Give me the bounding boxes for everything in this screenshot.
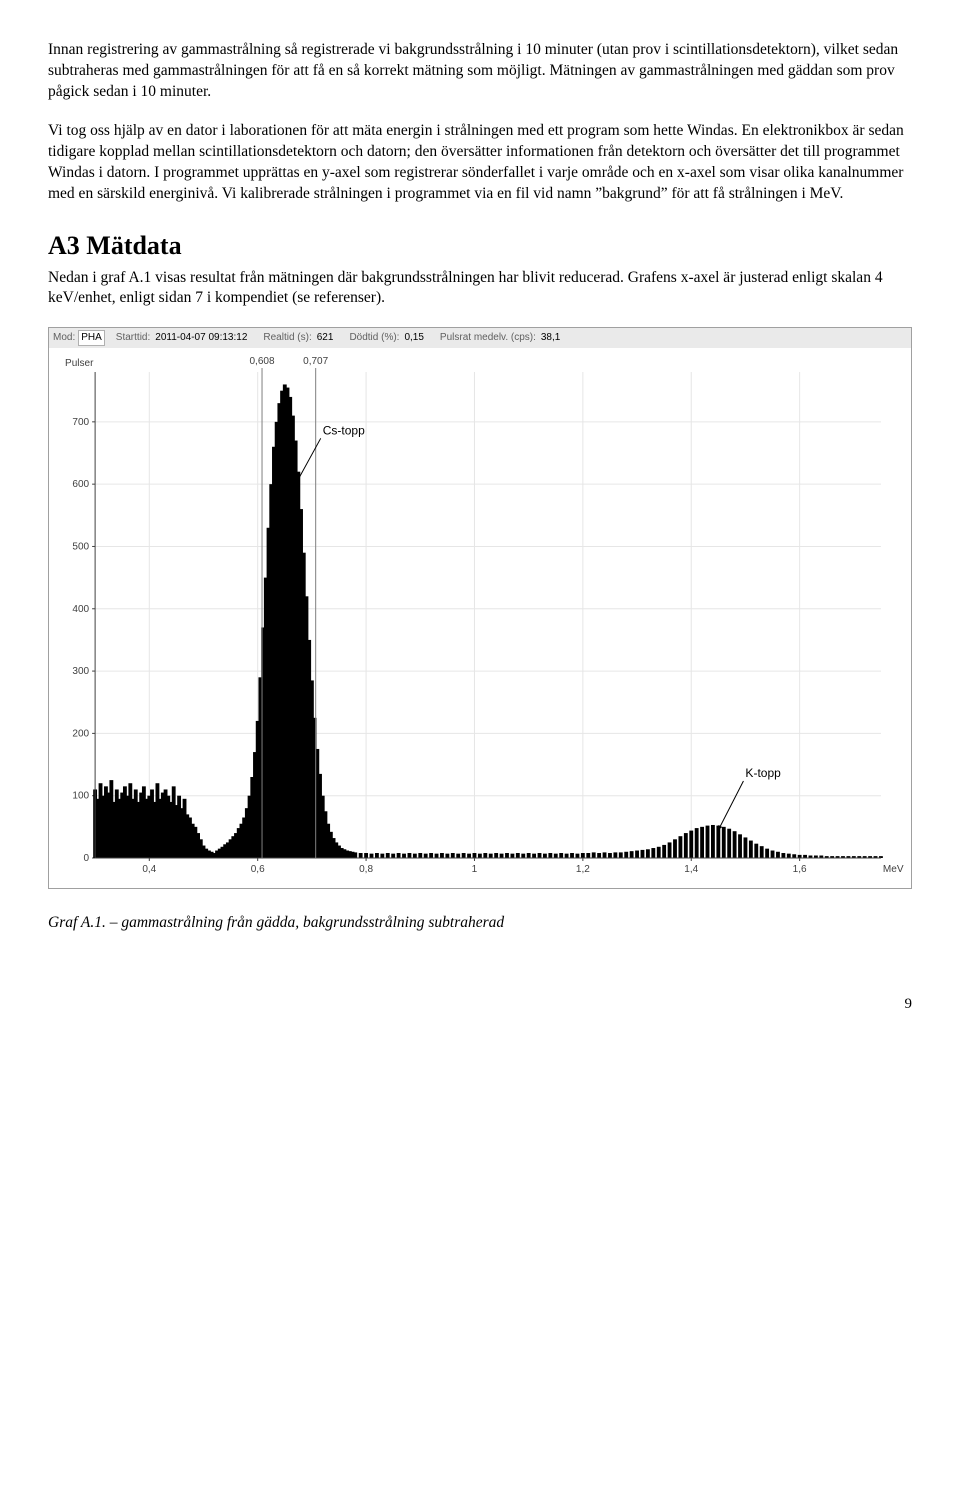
chart-status-bar: Mod: PHA Starttid: 2011-04-07 09:13:12 R… <box>49 328 911 348</box>
svg-text:MeV: MeV <box>883 864 904 875</box>
svg-text:300: 300 <box>72 666 89 677</box>
svg-text:500: 500 <box>72 541 89 552</box>
pulsrat-label: Pulsrat medelv. (cps): <box>440 331 536 345</box>
paragraph-1: Innan registrering av gammastrålning så … <box>48 40 912 103</box>
heading-a3: A3 Mätdata <box>48 228 912 263</box>
spectrum-chart-container: Mod: PHA Starttid: 2011-04-07 09:13:12 R… <box>48 327 912 889</box>
dodtid-label: Dödtid (%): <box>349 331 399 345</box>
chart-caption: Graf A.1. – gammastrålning från gädda, b… <box>48 913 912 934</box>
svg-text:400: 400 <box>72 604 89 615</box>
mod-value: PHA <box>78 330 105 346</box>
svg-text:Cs-topp: Cs-topp <box>323 423 365 437</box>
spectrum-chart-svg: 0 100 200 300 400 500 600 700 0,4 0,6 0,8 1 1,2 1,4 1,… <box>49 348 911 888</box>
svg-text:600: 600 <box>72 479 89 490</box>
svg-text:Pulser: Pulser <box>65 358 94 369</box>
svg-text:1,2: 1,2 <box>576 864 590 875</box>
svg-text:1: 1 <box>472 864 478 875</box>
realtid-label: Realtid (s): <box>263 331 311 345</box>
svg-text:1,6: 1,6 <box>793 864 807 875</box>
svg-text:0,8: 0,8 <box>359 864 373 875</box>
svg-text:1,4: 1,4 <box>684 864 698 875</box>
svg-text:K-topp: K-topp <box>745 766 781 780</box>
svg-text:700: 700 <box>72 417 89 428</box>
starttid-label: Starttid: <box>116 331 150 345</box>
svg-text:0,6: 0,6 <box>251 864 265 875</box>
svg-text:0: 0 <box>84 853 90 864</box>
starttid-value: 2011-04-07 09:13:12 <box>153 331 249 345</box>
page-number: 9 <box>48 994 912 1014</box>
realtid-value: 621 <box>315 331 336 345</box>
mod-label: Mod: <box>53 331 75 345</box>
svg-text:200: 200 <box>72 728 89 739</box>
svg-text:0,4: 0,4 <box>142 864 156 875</box>
paragraph-2: Vi tog oss hjälp av en dator i laboratio… <box>48 121 912 205</box>
svg-text:100: 100 <box>72 791 89 802</box>
spectrum-chart: 0 100 200 300 400 500 600 700 0,4 0,6 0,8 1 1,2 1,4 1,… <box>49 348 911 888</box>
pulsrat-value: 38,1 <box>539 331 562 345</box>
paragraph-3: Nedan i graf A.1 visas resultat från mät… <box>48 268 912 310</box>
svg-text:0,608: 0,608 <box>249 356 274 367</box>
svg-text:0,707: 0,707 <box>303 356 328 367</box>
dodtid-value: 0,15 <box>402 331 425 345</box>
